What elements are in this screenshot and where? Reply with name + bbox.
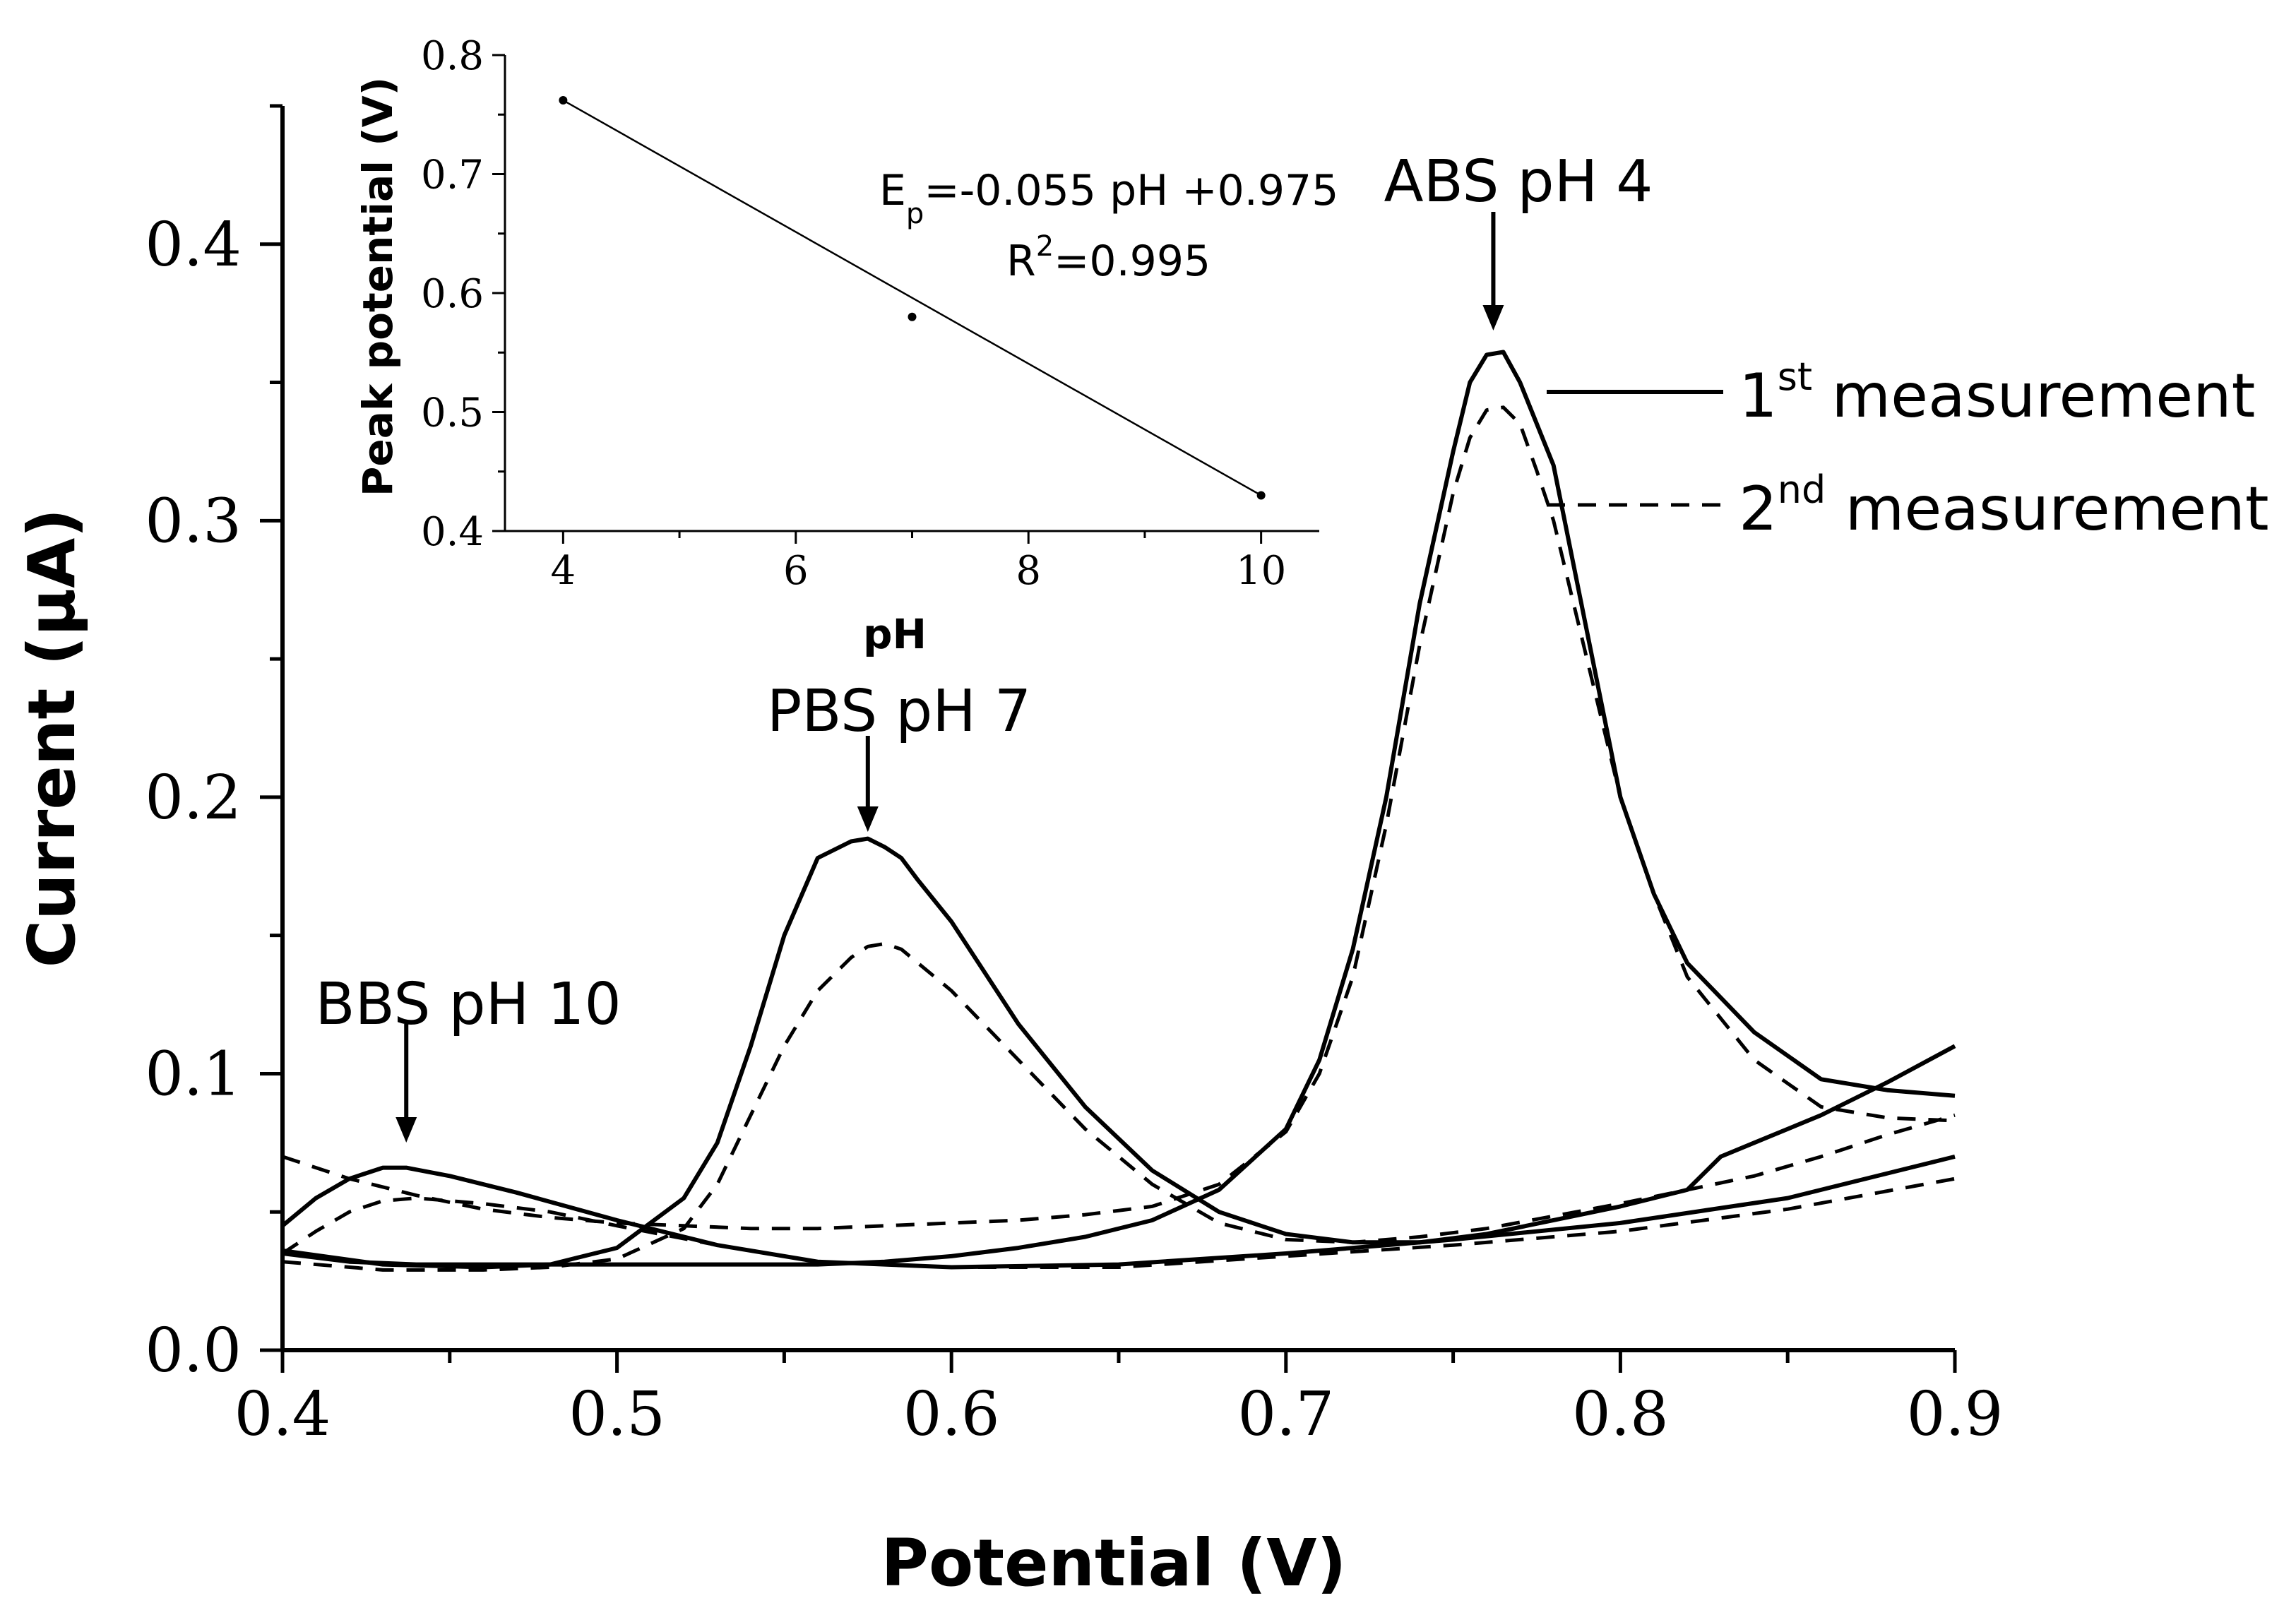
annotation-abs-ph4: ABS pH 4 xyxy=(1384,148,1653,215)
annotation-arrow-head-bbs-ph-10 xyxy=(395,1117,417,1143)
legend-label-second: 2nd measurement xyxy=(1739,467,2269,544)
inset-y-tick-label: 0.6 xyxy=(421,271,484,317)
x-tick-label: 0.9 xyxy=(1907,1379,2004,1450)
main-series-group xyxy=(281,350,1956,1272)
y-axis-title: Current (µA) xyxy=(14,508,90,968)
y-tick-label: 0.2 xyxy=(145,763,242,833)
inset-y-tick-label: 0.8 xyxy=(421,33,484,79)
inset-fit-line-group xyxy=(562,99,1262,496)
inset-x-tick-label: 8 xyxy=(1016,548,1041,594)
main-x-tick-labels: 0.4 0.5 0.6 0.7 0.8 0.9 xyxy=(234,1379,2004,1450)
inset-fit-equation: Ep=-0.055 pH +0.975 xyxy=(879,166,1338,230)
x-tick-label: 0.4 xyxy=(234,1379,331,1450)
annotation-arrow-head-pbs-ph-7 xyxy=(857,806,879,832)
inset-points xyxy=(559,96,1266,500)
inset-x-tick-label: 10 xyxy=(1236,548,1286,594)
series-line-bbs-ph-10-2nd-measurement xyxy=(281,1176,1956,1269)
annotation-arrows xyxy=(395,212,1504,1143)
legend: 1st measurement 2nd measurement xyxy=(1547,354,2269,544)
inset-data-point-ph-10 xyxy=(1256,491,1266,500)
y-tick-label: 0.0 xyxy=(145,1316,242,1386)
y-tick-label: 0.3 xyxy=(145,486,242,556)
inset-fit-line xyxy=(562,99,1262,496)
legend-label-first: 1st measurement xyxy=(1739,354,2255,431)
inset-x-axis-title: pH xyxy=(863,610,927,658)
inset-y-tick-label: 0.7 xyxy=(421,153,484,198)
inset-y-tick-label: 0.5 xyxy=(421,391,484,436)
inset-y-tick-labels: 0.4 0.5 0.6 0.7 0.8 xyxy=(421,33,484,555)
annotation-arrow-head-abs-ph-4 xyxy=(1482,305,1504,330)
x-tick-label: 0.5 xyxy=(569,1379,665,1450)
inset-data-point-ph-4 xyxy=(559,96,568,105)
x-tick-label: 0.8 xyxy=(1572,1379,1669,1450)
inset-axes xyxy=(492,54,1319,544)
y-tick-label: 0.4 xyxy=(145,210,242,280)
x-tick-label: 0.7 xyxy=(1237,1379,1334,1450)
x-tick-label: 0.6 xyxy=(903,1379,1000,1450)
inset-x-tick-label: 6 xyxy=(783,548,809,594)
inset-y-axis-title: Peak potential (V) xyxy=(354,77,402,496)
series-line-abs-ph-4-2nd-measurement xyxy=(282,405,1956,1231)
annotation-bbs-ph10: BBS pH 10 xyxy=(315,971,621,1038)
annotation-pbs-ph7: PBS pH 7 xyxy=(767,678,1031,745)
inset-y-tick-label: 0.4 xyxy=(421,509,484,555)
inset-r-squared: R2=0.995 xyxy=(1006,230,1211,286)
inset-x-tick-label: 4 xyxy=(551,548,576,594)
main-y-tick-labels: 0.0 0.1 0.2 0.3 0.4 xyxy=(145,210,242,1386)
y-tick-label: 0.1 xyxy=(145,1039,242,1109)
main-axes xyxy=(260,104,1957,1373)
inset-data-point-ph-7 xyxy=(908,312,917,321)
main-plot: 0.4 0.5 0.6 0.7 0.8 0.9 0.0 0.1 0.2 0.3 0.4 Poten… xyxy=(14,104,2269,1601)
x-axis-title: Potential (V) xyxy=(881,1525,1347,1601)
inset-x-tick-labels: 4 6 8 10 xyxy=(551,548,1287,594)
inset-plot: 4 6 8 10 0.4 0.5 0.6 0.7 0.8 pH Peak potential … xyxy=(354,33,1338,658)
series-line-pbs-ph-7-2nd-measurement xyxy=(282,941,1956,1272)
